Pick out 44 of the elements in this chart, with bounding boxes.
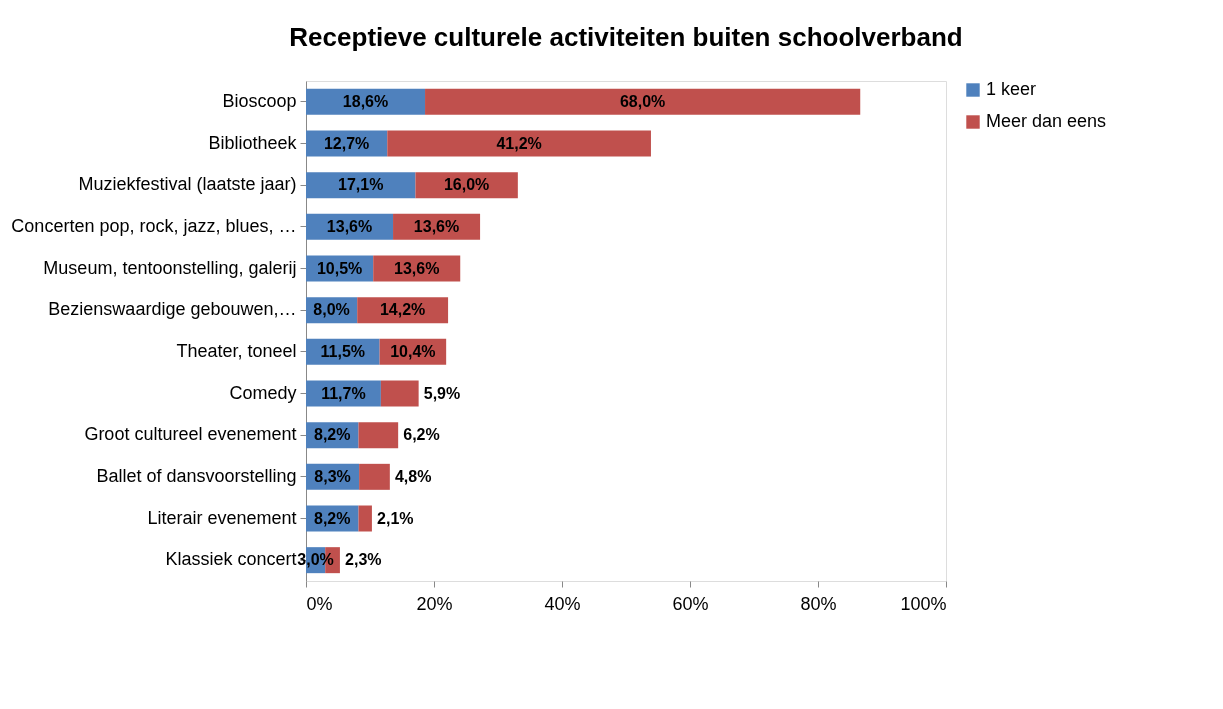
y-tick-label: Klassiek concert: [165, 549, 297, 570]
legend-label: 1 keer: [986, 79, 1037, 99]
data-label: 8,2%: [314, 426, 351, 444]
x-tick-label: 100%: [900, 593, 947, 614]
data-label: 10,4%: [390, 342, 436, 360]
y-tick-label: Concerten pop, rock, jazz, blues, …: [11, 215, 297, 236]
data-label: 2,3%: [345, 551, 382, 569]
data-label: 14,2%: [379, 301, 426, 319]
data-label: 17,1%: [338, 176, 384, 194]
y-tick-label: Literair evenement: [147, 507, 297, 528]
data-label: 16,0%: [443, 176, 490, 194]
data-label: 13,6%: [394, 259, 440, 277]
data-label: 11,7%: [321, 384, 366, 402]
data-label: 10,5%: [316, 259, 363, 277]
data-label: 8,3%: [314, 467, 351, 485]
data-label: 41,2%: [496, 134, 542, 152]
data-label: 13,6%: [326, 217, 373, 235]
y-tick-label: Bibliotheek: [208, 132, 298, 153]
x-tick-label: 20%: [416, 593, 453, 614]
data-label: 11,5%: [320, 342, 366, 360]
data-label: 8,2%: [314, 509, 351, 527]
data-label: 4,8%: [394, 467, 432, 485]
data-label: 18,6%: [342, 92, 389, 110]
x-tick-label: 80%: [800, 593, 837, 614]
data-label: 68,0%: [619, 92, 666, 110]
y-tick-label: Groot cultureel evenement: [84, 424, 297, 445]
y-tick-label: Theater, toneel: [176, 340, 297, 361]
x-tick-label: 40%: [544, 593, 581, 614]
data-label: 2,1%: [377, 509, 414, 527]
y-tick-label: Bioscoop: [222, 90, 297, 111]
data-label: 13,6%: [413, 217, 460, 235]
data-label: 8,0%: [313, 301, 350, 319]
y-tick-label: Museum, tentoonstelling, galerij: [43, 257, 297, 278]
chart-title: Receptieve culturele activiteiten buiten schoolverband: [289, 22, 963, 52]
x-tick-label: 0%: [306, 593, 333, 614]
data-label: 12,7%: [323, 134, 370, 152]
y-tick-label: Muziekfestival (laatste jaar): [78, 174, 297, 195]
y-tick-label: Comedy: [229, 382, 297, 403]
legend-label: Meer dan eens: [986, 111, 1107, 131]
data-label: 5,9%: [423, 384, 461, 402]
y-tick-label: Bezienswaardige gebouwen,…: [48, 299, 297, 320]
data-label: 6,2%: [403, 426, 440, 444]
x-tick-label: 60%: [672, 593, 709, 614]
y-tick-label: Ballet of dansvoorstelling: [96, 465, 297, 486]
